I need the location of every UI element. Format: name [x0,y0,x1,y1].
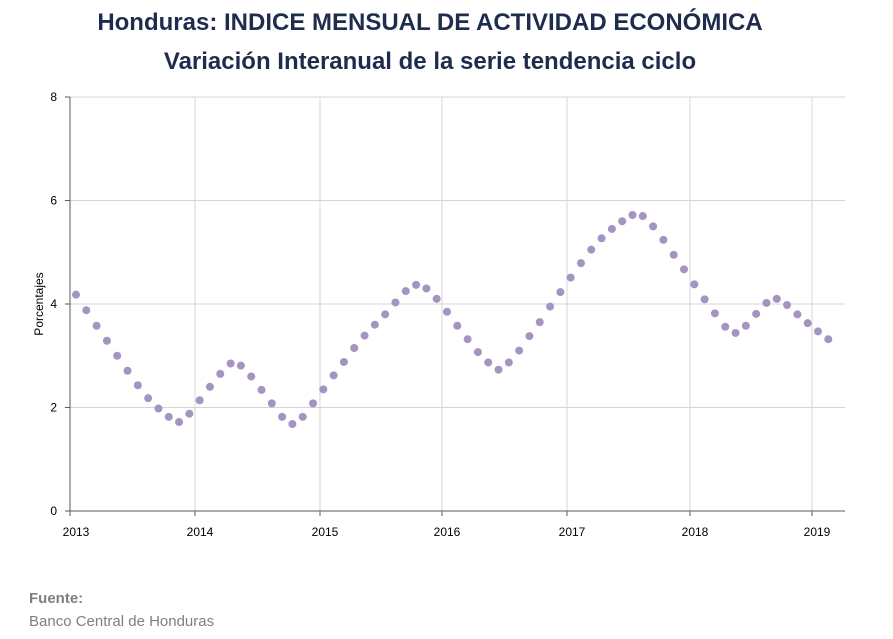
source-text: Banco Central de Honduras [29,613,215,630]
data-point [195,396,204,405]
y-tick-label: 4 [50,297,57,311]
data-point [92,321,101,330]
x-tick-label: 2018 [682,525,709,539]
data-point [680,265,689,274]
y-tick-label: 2 [50,401,57,415]
data-point [566,273,575,282]
data-point [721,322,730,331]
data-point [463,335,472,344]
data-point [381,310,390,319]
data-point [607,224,616,233]
chart-area: 0 2 4 6 8 2013 2014 2015 2016 2017 2018 2019 Porcen… [32,90,845,539]
data-point [443,307,451,316]
data-point [102,336,111,345]
x-tick-label: 2013 [63,525,90,539]
data-point [144,394,153,403]
data-point [690,280,699,289]
data-point [597,234,606,243]
data-point [649,222,658,231]
data-point [329,371,338,380]
data-point [824,335,833,344]
data-point [82,306,91,315]
data-point [638,212,647,221]
x-tick-label: 2014 [187,525,214,539]
data-point [731,328,740,337]
y-axis-label: Porcentajes [32,272,46,335]
data-point [267,399,276,408]
data-point [700,295,709,304]
data-point [669,250,678,259]
data-point [484,358,493,367]
data-point [226,359,235,368]
data-point [546,302,555,311]
data-point [772,294,781,303]
data-point [298,412,307,421]
data-point [339,357,348,366]
data-point [494,365,503,374]
data-point [113,351,122,360]
data-point [247,372,256,381]
data-point [473,348,482,357]
data-point [659,235,668,244]
data-point [628,210,637,219]
data-point [154,404,163,413]
data-points [72,210,833,429]
data-point [422,284,431,293]
data-point [278,412,287,421]
data-point [504,358,513,367]
grid [70,96,845,511]
data-point [576,259,585,268]
data-point [453,321,462,330]
tick-labels: 0 2 4 6 8 2013 2014 2015 2016 2017 2018 2019 [50,90,830,539]
x-tick-label: 2016 [434,525,461,539]
data-point [370,320,379,329]
data-point [515,346,524,355]
data-point [535,318,544,327]
y-tick-label: 8 [50,90,57,104]
data-point [236,361,245,370]
data-point [814,327,822,336]
data-point [350,343,359,352]
axes [65,96,845,516]
data-point [175,417,184,426]
data-point [185,409,194,418]
source-label: Fuente: [29,590,84,607]
data-point [793,310,802,319]
chart-title: Honduras: INDICE MENSUAL DE ACTIVIDAD EC… [97,9,763,36]
data-point [216,369,225,378]
data-point [762,298,771,307]
data-point [741,321,750,330]
data-point [432,294,441,303]
data-point [288,420,297,429]
data-point [309,399,318,408]
data-point [72,290,80,299]
data-point [401,287,410,296]
data-point [319,385,328,394]
data-point [710,309,719,318]
data-point [391,298,400,307]
y-tick-label: 0 [50,504,57,518]
chart-subtitle: Variación Interanual de la serie tendenc… [163,48,697,75]
data-point [123,366,132,375]
x-tick-label: 2017 [559,525,586,539]
data-point [803,319,812,328]
data-point [412,280,421,289]
data-point [556,288,565,297]
data-point [752,309,761,318]
data-point [205,382,214,391]
data-point [587,245,596,254]
data-point [257,385,266,394]
y-tick-label: 6 [50,194,57,208]
data-point [525,332,534,341]
data-point [164,412,173,421]
x-tick-label: 2015 [312,525,339,539]
data-point [360,331,369,340]
data-point [618,217,627,226]
data-point [133,381,142,390]
x-tick-label: 2019 [804,525,831,539]
data-point [783,301,792,310]
